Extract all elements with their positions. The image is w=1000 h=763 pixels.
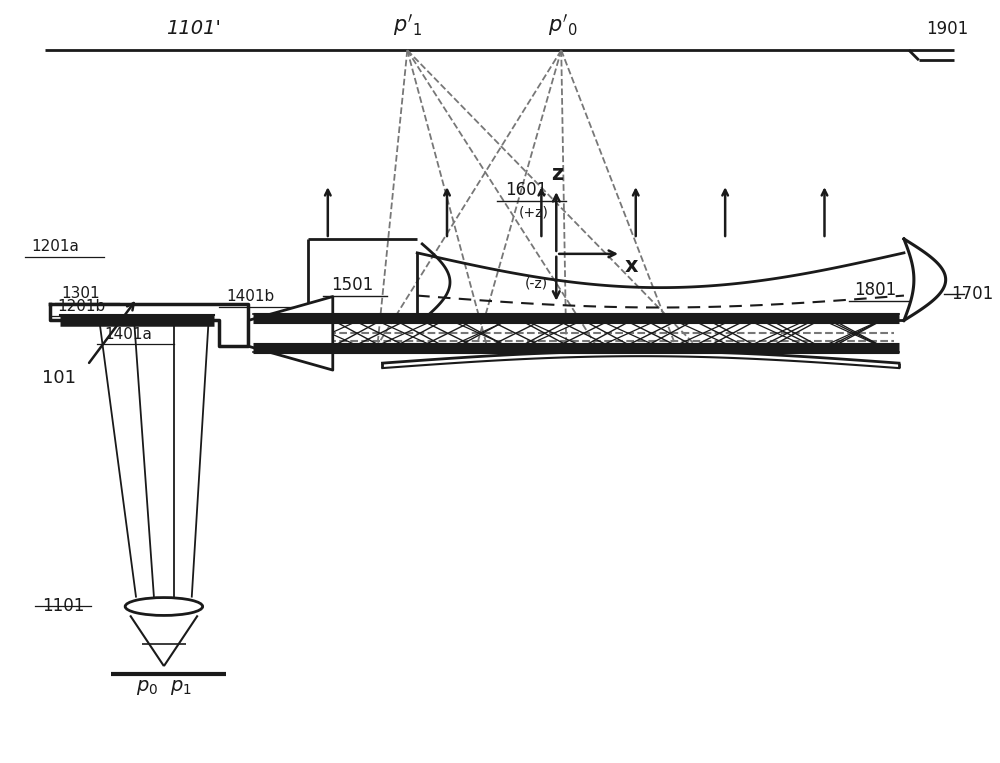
Text: 1201a: 1201a	[32, 239, 80, 254]
Text: (+z): (+z)	[518, 205, 548, 219]
Text: 101: 101	[42, 369, 76, 387]
Text: $p_1$: $p_1$	[170, 678, 192, 697]
Text: 1101: 1101	[42, 597, 84, 616]
Text: 1401b: 1401b	[226, 288, 275, 304]
Polygon shape	[248, 297, 333, 370]
Text: $p'_0$: $p'_0$	[548, 12, 578, 38]
Text: (-z): (-z)	[525, 277, 548, 291]
Ellipse shape	[125, 597, 203, 616]
Text: 1601: 1601	[505, 182, 548, 199]
Text: $\mathbf{x}$: $\mathbf{x}$	[624, 256, 639, 276]
Text: 1301: 1301	[62, 285, 100, 301]
Text: $p_0$: $p_0$	[136, 678, 158, 697]
Text: 1801: 1801	[854, 281, 897, 298]
Text: 1401a: 1401a	[104, 327, 152, 343]
Text: 1501: 1501	[332, 275, 374, 294]
Text: $\mathbf{z}$: $\mathbf{z}$	[551, 164, 564, 185]
Text: 1901: 1901	[926, 21, 968, 38]
Text: $p'_1$: $p'_1$	[393, 12, 422, 38]
Text: 1201b: 1201b	[58, 299, 106, 314]
Text: 1101': 1101'	[166, 19, 221, 38]
Text: 1701: 1701	[951, 285, 993, 303]
